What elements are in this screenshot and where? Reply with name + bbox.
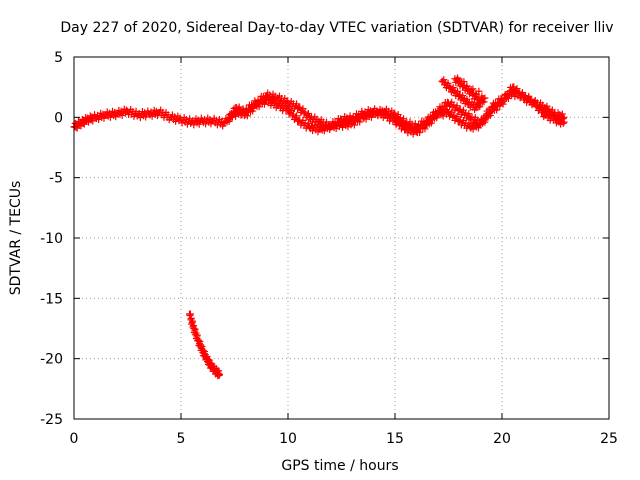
main-band-point [142,113,150,121]
secondary-band-point [260,100,268,108]
secondary-band-point [336,115,344,123]
secondary-band-point [504,92,512,100]
secondary-band-point [558,115,566,123]
secondary-band-point [427,119,435,127]
secondary-band-point [539,107,547,115]
main-band-point [195,120,203,128]
y-tick-label: -5 [49,171,63,187]
secondary-band-point [481,118,489,126]
secondary-band-point [356,114,364,122]
secondary-band-point [287,106,295,114]
spike-band-point [476,103,484,111]
spike-band-point [459,83,467,91]
y-tick-label: 0 [54,110,63,126]
outlier-segment-point [216,370,224,378]
main-band-point [89,117,97,125]
axis-ticks: 0 5 10 15 20 25 5 0 -5 -10 -15 -20 -25 [40,50,618,447]
secondary-band-point [400,121,408,129]
secondary-band-point [486,112,494,120]
y-tick-label: -15 [40,291,63,307]
spike-band-point [474,94,482,102]
secondary-band-point [531,97,539,105]
main-band-point [293,100,301,108]
secondary-band-point [421,125,429,133]
secondary-band-point [443,107,451,115]
spike-band-point [478,92,486,100]
x-tick-label: 5 [177,431,186,447]
spike-band-point [472,91,480,99]
secondary-band-point [465,119,473,127]
secondary-band-point [243,112,251,120]
secondary-band-point [293,112,301,120]
secondary-band-point [227,114,235,122]
secondary-band-point [513,85,521,93]
secondary-band-point [560,118,568,126]
secondary-band-point [326,125,334,133]
x-axis-label: GPS time / hours [281,458,398,474]
secondary-band-point [249,107,257,115]
spike-band-point [454,92,462,100]
secondary-band-point [559,119,567,127]
x-tick-label: 20 [493,431,511,447]
chart-title: Day 227 of 2020, Sidereal Day-to-day VTE… [60,20,613,36]
spike-band-point [467,86,475,94]
spike-band-point [477,98,485,106]
x-tick-label: 15 [386,431,404,447]
y-tick-label: 5 [54,50,63,66]
spike-band-point [476,97,484,105]
y-axis-label: SDTVAR / TECUs [8,181,24,296]
main-band-point [453,102,461,110]
main-band-point [465,110,473,118]
secondary-band-point [499,100,507,108]
secondary-band-point [487,107,495,115]
main-band-point [304,109,312,117]
spike-band-point [453,87,461,95]
y-tick-label: -20 [40,352,63,368]
secondary-band-point [518,90,526,98]
x-tick-label: 10 [279,431,297,447]
x-tick-label: 0 [70,431,79,447]
secondary-band-point [537,103,545,111]
secondary-band-point [228,113,236,121]
secondary-band-point [493,106,501,114]
secondary-band-point [453,112,461,120]
secondary-band-point [422,121,430,129]
secondary-band-point [229,109,237,117]
secondary-band-point [433,114,441,122]
secondary-band-point [332,122,340,130]
y-tick-label: -25 [40,412,63,428]
y-tick-label: -10 [40,231,63,247]
spike-band-point [458,78,466,86]
main-band-point [220,119,228,127]
data-points [70,74,568,380]
main-band-point [400,115,408,123]
secondary-band-point [416,129,424,137]
spike-band-point [438,77,446,85]
x-tick-label: 25 [600,431,618,447]
